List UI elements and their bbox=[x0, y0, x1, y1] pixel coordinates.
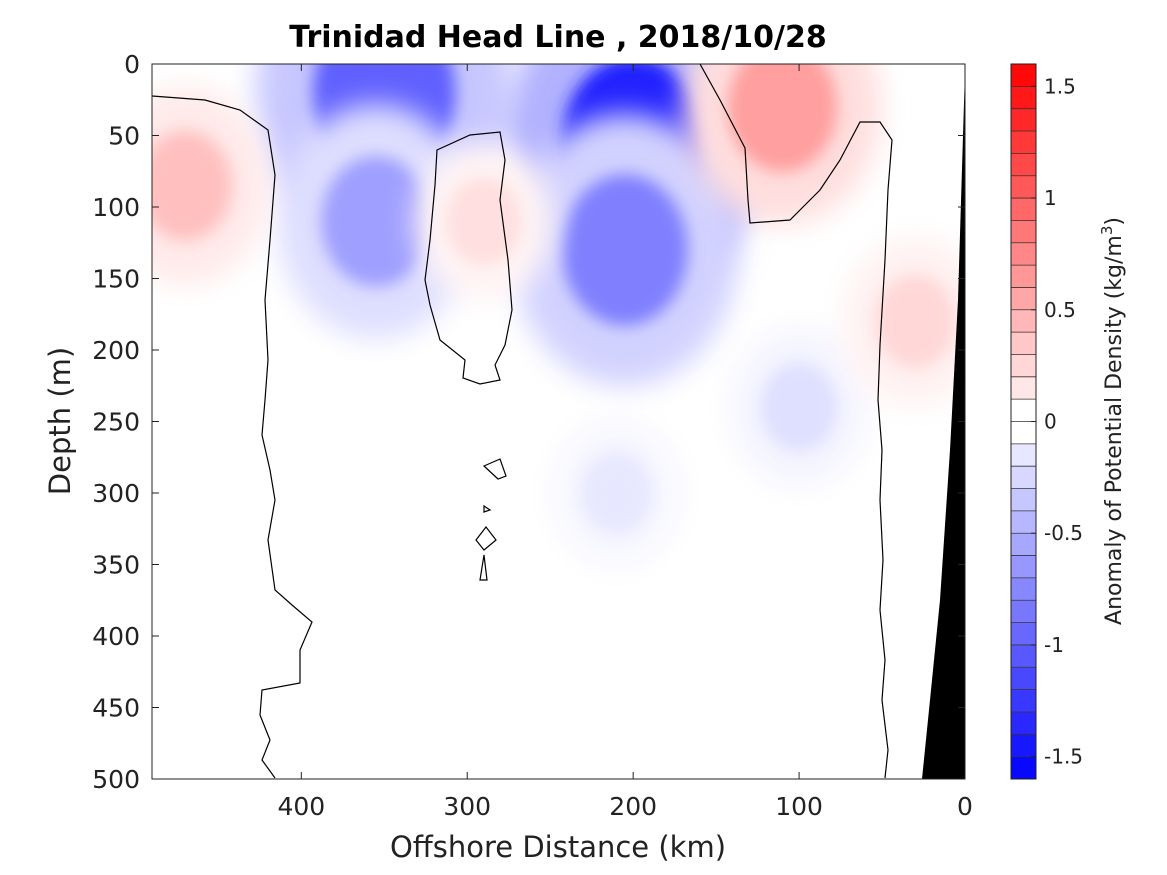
colorbar-label-sup: 3 bbox=[1098, 226, 1116, 236]
y-tick-label: 250 bbox=[92, 408, 140, 437]
zero-contour-small-c bbox=[475, 526, 497, 551]
colorbar-tick-label: -1 bbox=[1044, 633, 1064, 657]
colorbar-label-close: ) bbox=[1102, 217, 1127, 226]
x-tick-label: 200 bbox=[609, 792, 657, 821]
anomaly-field bbox=[152, 64, 965, 568]
colorbar-level bbox=[1011, 600, 1036, 624]
y-axis: 0 50 100 150 200 250 300 350 400 450 500 bbox=[92, 50, 965, 794]
colorbar-level bbox=[1011, 64, 1036, 87]
zero-contour-small-b bbox=[483, 504, 492, 513]
y-tick-label: 500 bbox=[92, 765, 140, 794]
colorbar-level bbox=[1011, 265, 1036, 288]
colorbar-level bbox=[1011, 309, 1036, 333]
x-tick-label: 300 bbox=[443, 792, 491, 821]
colorbar-level bbox=[1011, 711, 1036, 735]
colorbar-level bbox=[1011, 332, 1036, 355]
y-axis-label: Depth (m) bbox=[43, 347, 77, 495]
chart-title: Trinidad Head Line , 2018/10/28 bbox=[289, 20, 826, 55]
y-tick-label: 300 bbox=[92, 479, 140, 508]
zero-contour-small-d bbox=[479, 554, 488, 581]
zero-contour-east bbox=[699, 64, 893, 779]
colorbar-level bbox=[1011, 198, 1036, 221]
anomaly-core bbox=[152, 130, 232, 241]
colorbar-level bbox=[1011, 287, 1036, 311]
colorbar-level bbox=[1011, 756, 1036, 780]
y-tick-label: 400 bbox=[92, 622, 140, 651]
colorbar-label-text: Anomaly of Potential Density (kg/m bbox=[1102, 235, 1127, 625]
colorbar-level bbox=[1011, 644, 1036, 668]
colorbar-level bbox=[1011, 220, 1036, 244]
zero-contour-west bbox=[152, 95, 313, 779]
colorbar-tick-label: -0.5 bbox=[1044, 521, 1083, 545]
colorbar-level bbox=[1011, 108, 1036, 132]
colorbar-level bbox=[1011, 131, 1036, 154]
colorbar-level bbox=[1011, 734, 1036, 758]
y-tick-label: 350 bbox=[92, 551, 140, 580]
colorbar-tick-label: 1.5 bbox=[1044, 74, 1076, 98]
y-tick-label: 150 bbox=[92, 265, 140, 294]
colorbar-level bbox=[1011, 510, 1036, 534]
colorbar-level bbox=[1011, 421, 1036, 445]
anomaly-core bbox=[561, 174, 688, 326]
colorbar-level bbox=[1011, 622, 1036, 646]
colorbar-level bbox=[1011, 443, 1036, 467]
colorbar-level bbox=[1011, 153, 1036, 177]
land-mask bbox=[922, 64, 965, 779]
y-tick-label: 200 bbox=[92, 336, 140, 365]
colorbar-level bbox=[1011, 242, 1036, 266]
colorbar-level bbox=[1011, 376, 1036, 400]
colorbar-label: Anomaly of Potential Density (kg/m3) bbox=[1098, 217, 1127, 625]
colorbar-tick-label: -1.5 bbox=[1044, 745, 1083, 769]
anomaly-core bbox=[321, 156, 431, 287]
colorbar-level bbox=[1011, 466, 1036, 490]
colorbar-level bbox=[1011, 399, 1036, 422]
colorbar-level bbox=[1011, 577, 1036, 601]
colorbar-tick-label: 0.5 bbox=[1044, 298, 1076, 322]
y-tick-label: 100 bbox=[92, 193, 140, 222]
colorbar-level bbox=[1011, 689, 1036, 713]
x-tick-label: 100 bbox=[775, 792, 823, 821]
anomaly-core bbox=[727, 64, 838, 173]
y-tick-label: 0 bbox=[124, 50, 140, 79]
zero-contours bbox=[152, 64, 893, 779]
colorbar-level bbox=[1011, 175, 1036, 199]
zero-contour-small-a bbox=[482, 458, 507, 480]
colorbar-level bbox=[1011, 354, 1036, 378]
colorbar-level bbox=[1011, 488, 1036, 512]
colorbar-level bbox=[1011, 533, 1036, 557]
y-tick-label: 450 bbox=[92, 694, 140, 723]
colorbar-level bbox=[1011, 667, 1036, 691]
colorbar-level bbox=[1011, 86, 1036, 110]
x-tick-label: 0 bbox=[957, 792, 973, 821]
colorbar: -1.5 -1 -0.5 0 0.5 1 1.5 bbox=[1010, 63, 1083, 780]
anomaly-core bbox=[760, 362, 838, 452]
anomaly-core bbox=[874, 274, 956, 369]
x-tick-label: 400 bbox=[277, 792, 325, 821]
x-axis: 400 300 200 100 0 bbox=[277, 64, 973, 821]
plot-area bbox=[151, 63, 966, 780]
anomaly-core bbox=[445, 177, 523, 266]
zero-contour-inner-loop bbox=[424, 131, 513, 385]
colorbar-level bbox=[1011, 555, 1036, 579]
colorbar-tick-label: 0 bbox=[1044, 410, 1057, 434]
anomaly-core bbox=[580, 451, 653, 535]
y-tick-label: 50 bbox=[108, 122, 140, 151]
x-axis-label: Offshore Distance (km) bbox=[390, 830, 726, 864]
colorbar-tick-label: 1 bbox=[1044, 186, 1057, 210]
